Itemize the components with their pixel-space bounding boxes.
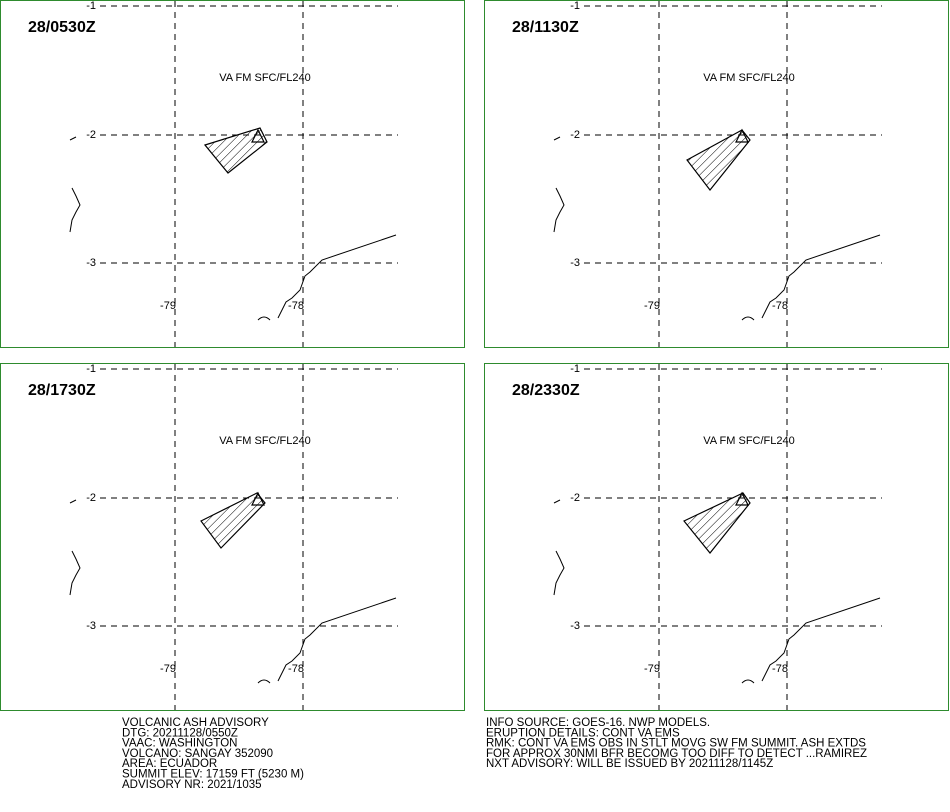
advisory-line: SUMMIT ELEV: 17159 FT (5230 M) [122,769,304,781]
advisory-line: VOLCANIC ASH ADVISORY [122,717,269,729]
panel: -1 -2 -3 -79 -78 28/1730Z VA FM SFC/FL240 [0,363,465,711]
panel-frame [484,0,949,348]
advisory-line: ADVISORY NR: 2021/1035 [122,779,262,791]
lon-label: -78 [288,300,304,312]
advisory-line: RMK: CONT VA EMS OBS IN STLT MOVG SW FM … [486,738,866,750]
lon-label: -79 [160,300,176,312]
panel-frame [0,363,465,711]
flight-level: VA FM SFC/FL240 [703,72,795,84]
advisory-line: DTG: 20211128/0550Z [122,727,238,739]
panel-frame [484,363,949,711]
coastline [553,136,561,141]
coastline [69,499,77,504]
coastline [257,316,271,321]
valid-time: 28/0530Z [28,19,96,36]
lon-label: -79 [644,300,660,312]
valid-time: 28/1130Z [512,19,579,36]
coastline [553,499,561,504]
lat-label: -3 [570,620,580,632]
flight-level: VA FM SFC/FL240 [219,72,311,84]
lat-label: -1 [570,0,580,12]
coastline [553,187,565,233]
ash-area [203,127,268,174]
advisory-line: VOLCANO: SANGAY 352090 [122,748,273,760]
advisory-line: INFO SOURCE: GOES-16. NWP MODELS. [486,717,710,729]
lat-label: -1 [570,363,580,375]
lat-label: -1 [86,363,96,375]
valid-time: 28/2330Z [512,382,580,399]
border [761,234,881,319]
valid-time: 28/1730Z [28,382,96,399]
advisory-line: FOR APPROX 30NMI BFR BECOMG TOO DIFF TO … [486,748,867,760]
lat-label: -1 [86,0,96,12]
coastline [69,550,81,596]
advisory-line: VAAC: WASHINGTON [122,738,237,750]
panel: -1 -2 -3 -79 -78 28/2330Z VA FM SFC/FL240 [484,363,949,711]
panel-frame [0,0,465,348]
coastline [69,187,81,233]
ash-area [683,492,751,554]
lat-label: -2 [86,492,96,504]
advisory-line: NXT ADVISORY: WILL BE ISSUED BY 20211128… [486,758,773,770]
flight-level: VA FM SFC/FL240 [219,435,311,447]
ash-area [686,129,751,191]
lon-label: -79 [160,663,176,675]
lat-label: -3 [86,257,96,269]
border [761,597,881,682]
coastline [69,136,77,141]
lat-label: -3 [570,257,580,269]
flight-level: VA FM SFC/FL240 [703,435,795,447]
lon-label: -79 [644,663,660,675]
volcano [735,128,749,143]
ash-area [200,492,266,549]
coastline [257,679,271,684]
lon-label: -78 [772,300,788,312]
panel: -1 -2 -3 -79 -78 28/1130Z VA FM SFC/FL240 [484,0,949,348]
lon-label: -78 [288,663,304,675]
lon-label: -78 [772,663,788,675]
panel: -1 -2 -3 -79 -78 28/0530Z VA FM SFC/FL240 [0,0,465,348]
volcano [735,491,749,506]
coastline [553,550,565,596]
volcano [251,491,265,506]
border [277,234,397,319]
advisory-line: AREA: ECUADOR [122,758,217,770]
border [277,597,397,682]
lat-label: -2 [570,492,580,504]
coastline [741,316,755,321]
lat-label: -2 [86,129,96,141]
volcano [251,128,265,143]
advisory-line: ERUPTION DETAILS: CONT VA EMS [486,727,680,739]
lat-label: -3 [86,620,96,632]
coastline [741,679,755,684]
lat-label: -2 [570,129,580,141]
